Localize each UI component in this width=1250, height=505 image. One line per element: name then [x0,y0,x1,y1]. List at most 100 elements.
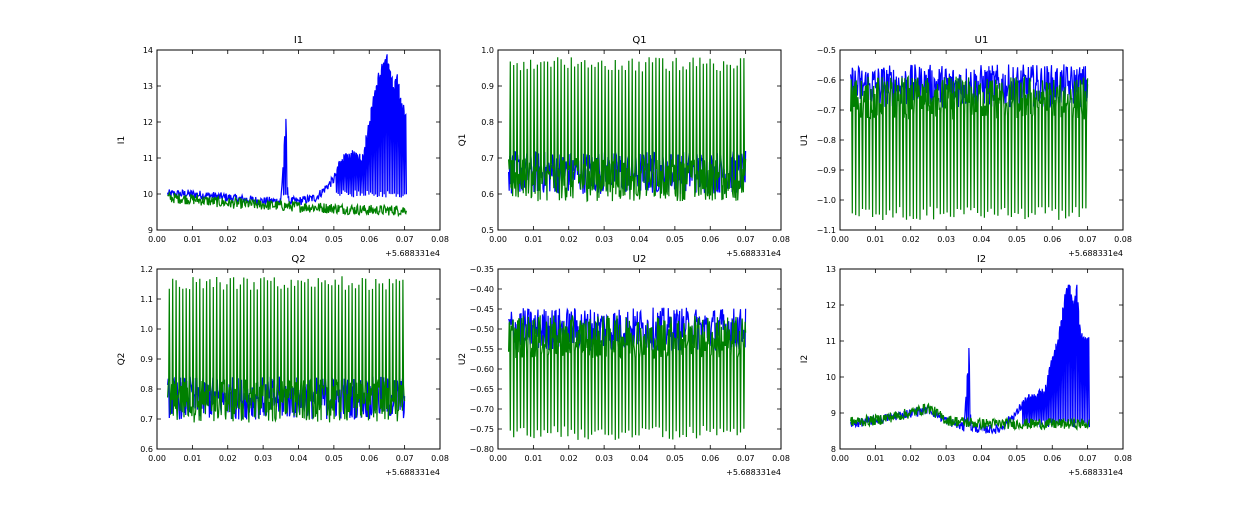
panel-title: I2 [977,254,986,265]
y-tick-label: −1.1 [817,226,836,235]
x-tick-label: 0.01 [866,235,884,244]
series-line-1 [167,54,407,208]
x-tick-label: 0.05 [325,454,343,463]
y-tick-label: 11 [143,154,153,163]
x-tick-label: 0.05 [1008,454,1026,463]
panel-title: U1 [975,35,989,46]
plot-area [850,64,1089,221]
x-tick-label: 0.01 [524,235,542,244]
plot-area [508,307,747,440]
y-tick-label: 9 [148,226,153,235]
x-tick-label: 0.03 [595,454,613,463]
y-tick-label: −0.9 [817,166,836,175]
y-tick-label: −0.75 [469,425,494,434]
x-tick-label: 0.03 [937,454,955,463]
x-tick-label: 0.02 [902,235,920,244]
panel-title: Q1 [632,35,646,46]
x-tick-label: 0.06 [360,454,378,463]
series-line-2 [167,190,407,218]
x-tick-label: 0.02 [219,454,237,463]
subplot-u1: 0.00 0.01 0.02 0.03 0.04 0.05 0.06 0.07 0.08 −1.1… [800,35,1132,258]
subplot-i1: 0.00 0.01 0.02 0.03 0.04 0.05 0.06 0.07 0.08 9 10 1… [117,35,449,258]
y-tick-label: 13 [826,265,836,274]
x-tick-label: 0.07 [737,454,755,463]
y-tick-label: 0.7 [481,154,494,163]
plot-area [167,276,406,423]
series-line-2 [167,276,406,423]
y-tick-label: 12 [826,301,836,310]
y-tick-label: 12 [143,118,153,127]
y-tick-label: 0.8 [140,385,153,394]
x-tick-label: 0.04 [973,454,991,463]
x-offset-label: +5.688331e4 [726,249,781,258]
series-line-2 [508,57,747,203]
x-tick-label: 0.00 [831,454,849,463]
x-tick-label: 0.00 [489,454,507,463]
x-tick-label: 0.08 [1114,235,1132,244]
panel-title: I1 [294,35,303,46]
x-tick-label: 0.08 [772,454,790,463]
x-tick-label: 0.01 [183,235,201,244]
y-tick-label: −0.60 [469,365,494,374]
x-tick-label: 0.04 [290,454,308,463]
y-tick-label: −0.70 [469,405,494,414]
y-axis-label: Q2 [117,353,127,366]
y-tick-label: 10 [143,190,153,199]
y-tick-label: 14 [143,46,153,55]
y-tick-label: −0.8 [817,136,836,145]
y-axis-label: Q1 [458,134,468,147]
x-offset-label: +5.688331e4 [1068,249,1123,258]
y-tick-label: 0.6 [140,445,153,454]
x-tick-label: 0.04 [973,235,991,244]
x-tick-label: 0.02 [560,235,578,244]
x-tick-label: 0.08 [431,235,449,244]
y-tick-label: 0.6 [481,190,494,199]
x-tick-label: 0.02 [219,235,237,244]
plot-area [850,284,1090,435]
x-tick-label: 0.01 [183,454,201,463]
y-tick-label: 13 [143,82,153,91]
y-tick-label: 10 [826,373,836,382]
x-tick-label: 0.03 [254,454,272,463]
y-tick-label: −0.45 [469,305,494,314]
x-tick-label: 0.07 [396,235,414,244]
y-axis-label: I1 [117,136,127,144]
y-tick-label: 0.8 [481,118,494,127]
y-tick-label: −0.5 [817,46,836,55]
x-tick-label: 0.00 [831,235,849,244]
x-tick-label: 0.07 [1079,454,1097,463]
x-tick-label: 0.03 [937,235,955,244]
y-tick-label: 9 [831,409,836,418]
x-tick-label: 0.06 [1043,235,1061,244]
panel-title: Q2 [291,254,305,265]
subplot-q2: 0.00 0.01 0.02 0.03 0.04 0.05 0.06 0.07 0.08 0.6 0… [117,254,449,477]
y-tick-label: 1.0 [481,46,494,55]
y-axis-label: U2 [458,353,468,365]
x-tick-label: 0.06 [1043,454,1061,463]
series-line-1 [850,284,1090,435]
y-tick-label: 1.0 [140,325,153,334]
x-tick-label: 0.04 [631,235,649,244]
y-tick-label: −0.80 [469,445,494,454]
subplot-q1: 0.00 0.01 0.02 0.03 0.04 0.05 0.06 0.07 0.08 0.5 0… [458,35,790,258]
y-tick-label: −0.35 [469,265,494,274]
x-tick-label: 0.00 [148,235,166,244]
y-tick-label: 0.9 [481,82,494,91]
x-offset-label: +5.688331e4 [385,249,440,258]
y-tick-label: 0.5 [481,226,494,235]
x-tick-label: 0.05 [666,235,684,244]
x-tick-label: 0.06 [701,235,719,244]
y-tick-label: 0.7 [140,415,153,424]
series-line-2 [508,315,747,440]
y-axis-label: I2 [800,355,810,363]
y-tick-label: 0.9 [140,355,153,364]
x-tick-label: 0.06 [701,454,719,463]
x-tick-label: 0.02 [902,454,920,463]
y-tick-label: 1.2 [140,265,153,274]
series-line-2 [850,402,1090,431]
x-tick-label: 0.03 [254,235,272,244]
y-tick-label: −0.55 [469,345,494,354]
y-tick-label: 1.1 [140,295,153,304]
